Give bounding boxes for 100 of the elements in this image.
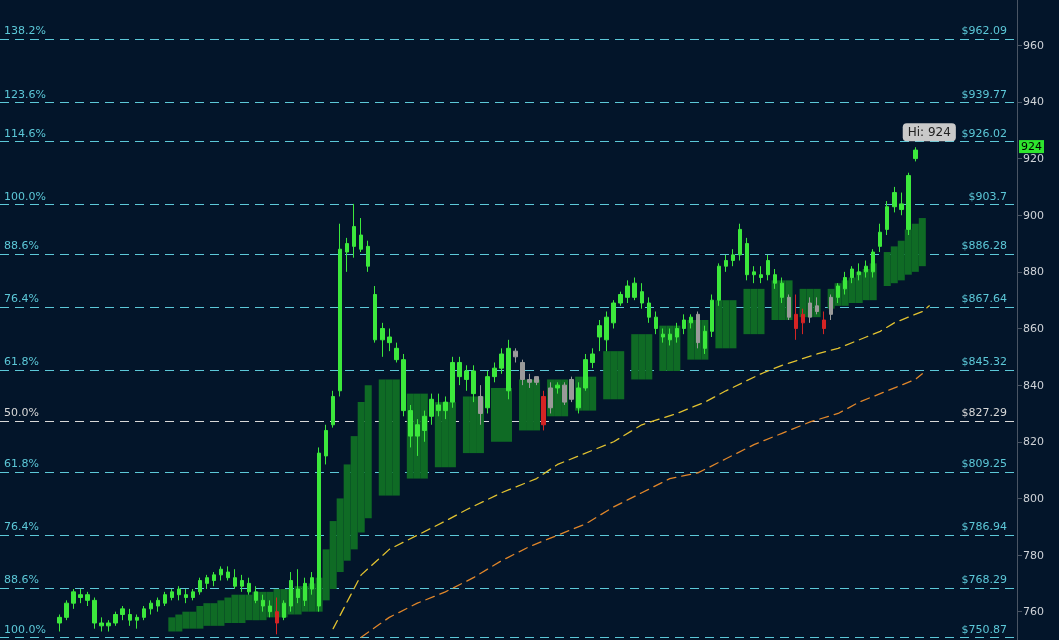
ref-line-label: $845.32 — [961, 355, 1007, 369]
candlestick — [913, 146, 918, 162]
candlestick — [324, 424, 328, 465]
candlestick — [611, 299, 616, 329]
annotation: 88.6% — [4, 239, 39, 253]
candlestick — [345, 237, 349, 273]
candlestick — [597, 319, 602, 352]
candlestick — [513, 347, 518, 363]
candlestick — [57, 614, 62, 632]
candlestick — [710, 294, 714, 338]
annotation: 50.0% — [4, 406, 39, 420]
candlestick — [163, 591, 167, 607]
candlestick — [128, 608, 132, 627]
ref-line-label: $886.28 — [961, 239, 1007, 253]
candlestick — [590, 347, 595, 369]
candlestick — [885, 200, 889, 236]
candlestick — [71, 588, 76, 610]
candlestick — [724, 254, 728, 273]
line-series — [360, 373, 923, 638]
candlestick — [352, 203, 356, 259]
candlestick — [359, 217, 363, 253]
candlestick — [604, 311, 609, 352]
candlestick — [149, 599, 153, 616]
candlestick — [394, 342, 399, 363]
candlestick — [366, 240, 370, 273]
candlestick — [205, 574, 209, 590]
annotation: 88.6% — [4, 573, 39, 587]
annotation: 138.2% — [4, 24, 46, 38]
annotation: 123.6% — [4, 87, 46, 101]
ref-line-label: $809.25 — [961, 457, 1007, 471]
candlestick — [240, 574, 244, 593]
ref-line-label: $903.7 — [968, 189, 1007, 203]
annotation: 76.4% — [4, 291, 39, 305]
candlestick — [647, 296, 651, 324]
y-tick-label: 880 — [1023, 265, 1044, 279]
candlestick — [92, 597, 97, 630]
candlestick — [401, 353, 406, 417]
candlestick — [212, 571, 216, 587]
candlestick — [64, 599, 69, 621]
candlestick — [541, 390, 546, 431]
candlestick — [120, 605, 125, 621]
candlestick — [177, 585, 181, 601]
candlestick — [226, 565, 230, 582]
candlestick — [822, 311, 826, 335]
candlestick — [233, 568, 237, 590]
candlestick — [731, 248, 735, 267]
ref-line-label: $750.87 — [961, 622, 1007, 636]
candlestick — [654, 311, 658, 335]
candlestick — [738, 223, 742, 262]
annotation: 61.8% — [4, 355, 39, 369]
annotation: 61.8% — [4, 457, 39, 471]
candlestick — [457, 356, 462, 386]
candlestick — [198, 577, 202, 596]
candlestick — [78, 588, 83, 604]
candlestick — [499, 347, 504, 375]
candlestick — [331, 390, 335, 429]
candlestick — [85, 591, 90, 607]
candlestick — [878, 223, 882, 253]
candlestick — [492, 361, 497, 383]
candlestick — [548, 381, 553, 414]
candlestick — [142, 605, 146, 621]
line-series — [332, 305, 930, 630]
candlestick — [892, 186, 897, 213]
candlestick — [632, 277, 637, 301]
candlestick — [759, 265, 763, 284]
ref-line-label: $939.77 — [961, 87, 1007, 101]
candlestick — [752, 265, 756, 284]
ref-line-label: $962.09 — [961, 24, 1007, 38]
ref-line-label: $786.94 — [961, 520, 1007, 534]
y-tick-label: 760 — [1023, 605, 1044, 619]
candlestick — [135, 614, 139, 630]
candlestick — [527, 373, 532, 389]
candlestick — [745, 237, 749, 281]
candlestick — [387, 328, 392, 352]
annotation: 100.0% — [4, 189, 46, 203]
annotation: 76.4% — [4, 520, 39, 534]
ref-line-label: $926.02 — [961, 126, 1007, 140]
annotation: 114.6% — [4, 126, 46, 140]
candlestick — [219, 565, 223, 582]
text: 924 — [1021, 140, 1042, 154]
y-tick-label: 840 — [1023, 378, 1044, 392]
candlestick — [373, 285, 377, 344]
y-tick-label: 820 — [1023, 435, 1044, 449]
candlestick — [170, 588, 174, 601]
ref-line-label: $867.64 — [961, 291, 1007, 305]
candlestick — [625, 279, 630, 304]
candlestick — [156, 597, 160, 613]
candlestick — [184, 588, 188, 604]
candlestick — [794, 294, 798, 341]
candlestick — [766, 254, 770, 281]
annotation: Hi: 924 — [907, 125, 951, 140]
y-tick-label: 780 — [1023, 548, 1044, 562]
annotation: 100.0% — [4, 622, 46, 636]
y-tick-label: 960 — [1023, 38, 1044, 52]
candlestick — [429, 393, 434, 426]
candlestick — [99, 616, 104, 632]
y-tick-label: 860 — [1023, 322, 1044, 335]
candlestick — [464, 364, 469, 392]
candlestick — [569, 376, 574, 403]
ref-line-label: $768.29 — [961, 573, 1007, 587]
